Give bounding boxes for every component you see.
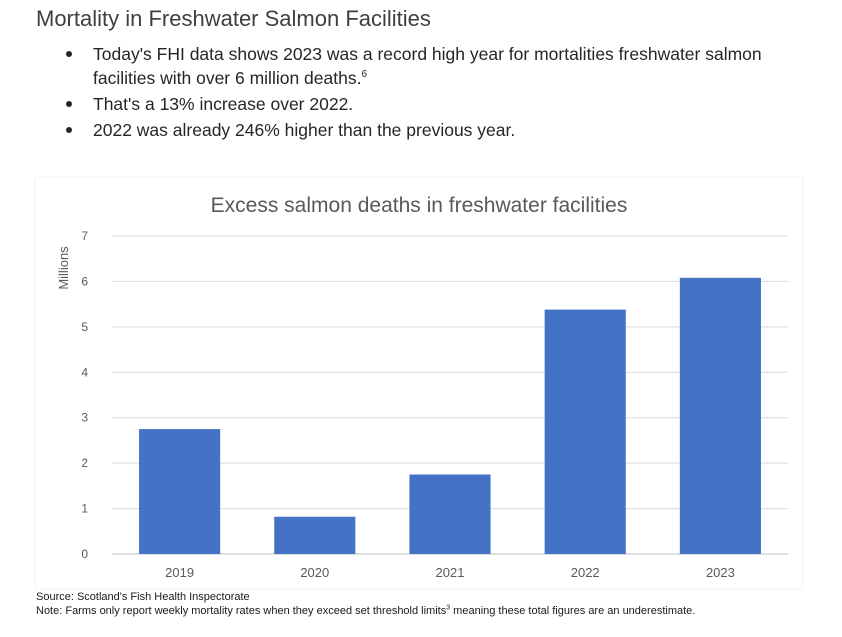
x-tick-label: 2020: [300, 565, 329, 580]
y-tick-label: 0: [81, 547, 88, 561]
chart-container: Excess salmon deaths in freshwater facil…: [36, 178, 802, 588]
y-tick-label: 1: [81, 502, 88, 516]
bar-2022: [544, 309, 626, 554]
footnote-text: Note: Farms only report weekly mortality…: [36, 605, 447, 617]
x-axis-ticks: 2019 2020 2021 2022 2023: [165, 565, 735, 580]
bullet-list: Today's FHI data shows 2023 was a record…: [64, 42, 784, 144]
bullet-text: That's a 13% increase over 2022.: [93, 94, 354, 114]
footnote-text-end: meaning these total figures are an under…: [450, 605, 696, 617]
bullet-text: Today's FHI data shows 2023 was a record…: [93, 44, 762, 88]
y-axis-label: Millions: [56, 246, 71, 290]
y-tick-label: 4: [81, 365, 88, 379]
bullet-text: 2022 was already 246% higher than the pr…: [93, 120, 516, 140]
x-tick-label: 2022: [571, 565, 600, 580]
bars: [139, 277, 761, 554]
bar-2023: [679, 277, 761, 554]
slide-title: Mortality in Freshwater Salmon Facilitie…: [36, 6, 431, 31]
y-axis-ticks: 0 1 2 3 4 5 6 7: [81, 229, 88, 561]
y-tick-label: 3: [81, 411, 88, 425]
bullet-footnote: 6: [361, 69, 368, 81]
source-note: Source: Scotland's Fish Health Inspector…: [36, 591, 250, 603]
bar-2020: [274, 516, 356, 554]
bullet-item: That's a 13% increase over 2022.: [64, 92, 784, 116]
footnote-ref: 3: [446, 604, 451, 612]
bar-2019: [139, 429, 221, 554]
bullet-item: Today's FHI data shows 2023 was a record…: [64, 42, 784, 90]
footnote: Note: Farms only report weekly mortality…: [36, 604, 696, 617]
x-tick-label: 2021: [436, 565, 465, 580]
bar-chart: Excess salmon deaths in freshwater facil…: [56, 194, 788, 580]
y-tick-label: 2: [81, 456, 88, 470]
chart-title: Excess salmon deaths in freshwater facil…: [211, 194, 628, 217]
bar-2021: [409, 474, 491, 554]
y-tick-label: 5: [81, 320, 88, 334]
y-tick-label: 6: [81, 274, 88, 288]
grid-lines: [112, 235, 788, 555]
bullet-item: 2022 was already 246% higher than the pr…: [64, 118, 784, 142]
x-tick-label: 2019: [165, 565, 194, 580]
y-tick-label: 7: [81, 229, 88, 243]
x-tick-label: 2023: [706, 565, 735, 580]
